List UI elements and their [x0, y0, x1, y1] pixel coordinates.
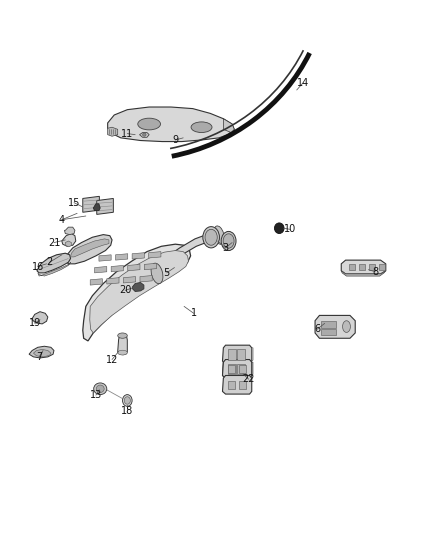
Polygon shape: [237, 350, 245, 360]
Polygon shape: [32, 312, 48, 324]
Text: 9: 9: [172, 135, 178, 145]
FancyBboxPatch shape: [321, 321, 336, 328]
Polygon shape: [228, 364, 236, 374]
Text: 8: 8: [372, 267, 378, 277]
Polygon shape: [38, 262, 71, 276]
Ellipse shape: [191, 122, 212, 133]
Ellipse shape: [223, 234, 234, 248]
Polygon shape: [223, 360, 252, 378]
Text: 10: 10: [284, 224, 296, 235]
FancyBboxPatch shape: [379, 264, 385, 270]
Polygon shape: [83, 244, 191, 341]
Polygon shape: [223, 375, 252, 394]
Polygon shape: [107, 278, 119, 284]
Polygon shape: [228, 365, 235, 373]
Polygon shape: [97, 198, 113, 214]
Ellipse shape: [123, 394, 132, 406]
Ellipse shape: [205, 229, 217, 245]
Ellipse shape: [203, 227, 219, 248]
Text: 15: 15: [68, 198, 80, 208]
Polygon shape: [140, 133, 149, 138]
Polygon shape: [90, 251, 188, 333]
Polygon shape: [252, 362, 253, 375]
Polygon shape: [228, 350, 236, 360]
Ellipse shape: [221, 231, 236, 251]
Polygon shape: [145, 263, 156, 270]
Polygon shape: [90, 279, 102, 285]
Text: 16: 16: [32, 262, 44, 271]
FancyBboxPatch shape: [321, 329, 336, 335]
Ellipse shape: [143, 133, 146, 136]
Ellipse shape: [275, 223, 284, 233]
Polygon shape: [341, 260, 386, 274]
FancyBboxPatch shape: [369, 264, 375, 270]
Text: 7: 7: [36, 352, 42, 362]
Polygon shape: [83, 196, 99, 212]
Ellipse shape: [214, 226, 224, 244]
Polygon shape: [108, 107, 234, 142]
Polygon shape: [124, 277, 136, 283]
Polygon shape: [239, 365, 246, 373]
Ellipse shape: [151, 263, 163, 284]
Polygon shape: [29, 346, 54, 358]
Text: 12: 12: [106, 354, 118, 365]
Polygon shape: [223, 360, 252, 378]
Polygon shape: [95, 266, 107, 273]
Text: 3: 3: [223, 243, 229, 253]
Polygon shape: [128, 264, 140, 271]
Polygon shape: [37, 253, 71, 273]
Ellipse shape: [118, 333, 127, 338]
Text: 1: 1: [191, 308, 197, 318]
Polygon shape: [118, 334, 127, 355]
Polygon shape: [108, 127, 118, 136]
Text: 11: 11: [121, 128, 134, 139]
Polygon shape: [71, 239, 109, 257]
Polygon shape: [228, 381, 235, 389]
Polygon shape: [149, 252, 161, 258]
Text: 14: 14: [297, 78, 309, 88]
Polygon shape: [132, 253, 145, 259]
Polygon shape: [341, 271, 386, 276]
Polygon shape: [62, 233, 76, 246]
Polygon shape: [155, 232, 220, 277]
Polygon shape: [315, 316, 355, 338]
Ellipse shape: [118, 350, 127, 355]
Text: 18: 18: [121, 406, 134, 416]
FancyBboxPatch shape: [359, 264, 365, 270]
Text: 2: 2: [46, 257, 53, 267]
Polygon shape: [65, 235, 112, 264]
Text: 22: 22: [243, 374, 255, 384]
Polygon shape: [111, 265, 124, 272]
Ellipse shape: [343, 321, 350, 333]
Polygon shape: [93, 204, 100, 211]
Polygon shape: [116, 254, 128, 260]
Ellipse shape: [124, 397, 131, 404]
Ellipse shape: [94, 383, 107, 394]
Text: 4: 4: [59, 215, 65, 225]
Text: 21: 21: [48, 238, 60, 247]
FancyBboxPatch shape: [349, 264, 355, 270]
Polygon shape: [223, 345, 252, 364]
Text: 13: 13: [90, 390, 102, 400]
Polygon shape: [237, 364, 245, 374]
Text: 5: 5: [163, 268, 170, 278]
Text: 19: 19: [28, 318, 41, 328]
Polygon shape: [223, 119, 234, 133]
Polygon shape: [252, 348, 253, 361]
Polygon shape: [239, 381, 246, 389]
Text: 6: 6: [314, 324, 320, 334]
Polygon shape: [65, 241, 72, 247]
Polygon shape: [140, 276, 152, 282]
Polygon shape: [64, 227, 75, 235]
Ellipse shape: [96, 385, 104, 392]
Polygon shape: [133, 282, 144, 292]
Polygon shape: [99, 255, 111, 261]
Ellipse shape: [138, 118, 160, 130]
Polygon shape: [33, 350, 51, 357]
Text: 20: 20: [119, 286, 131, 295]
